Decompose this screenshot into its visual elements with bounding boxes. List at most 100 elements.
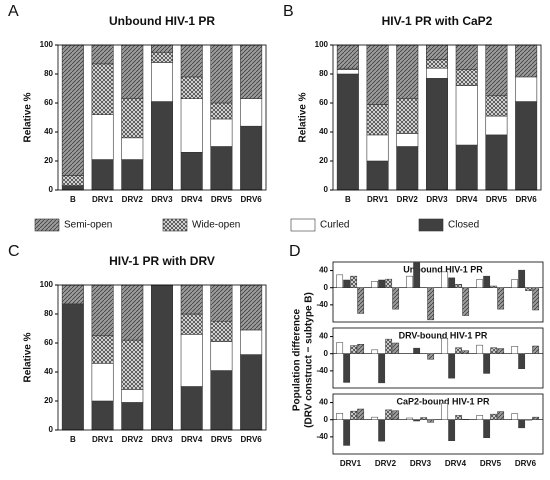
legend-label: Wide-open: [192, 220, 240, 231]
y-tick-label: 100: [40, 280, 54, 289]
plot-frame: [332, 44, 542, 191]
plot-frame: [332, 261, 544, 323]
bar-segment: [151, 51, 173, 63]
bar-segment: [180, 313, 203, 335]
x-tick-label: B: [70, 195, 76, 204]
y-tick-label: 100: [40, 40, 54, 49]
x-tick-label: DRV2: [397, 195, 419, 204]
bar-segment: [240, 329, 263, 355]
bar: [441, 338, 449, 354]
y-tick-label: 0: [324, 185, 329, 194]
bar-segment: [426, 59, 448, 69]
bar: [497, 411, 505, 420]
y-tick-label: 40: [319, 332, 328, 341]
bar-segment: [336, 69, 359, 75]
bar: [392, 342, 400, 354]
bar-segment: [366, 160, 389, 191]
bar-segment: [180, 76, 203, 99]
bar-segment: [151, 44, 173, 53]
bar: [413, 347, 421, 354]
bar: [385, 338, 393, 354]
y-axis-label: Relative %: [298, 92, 309, 142]
bar-segment: [91, 44, 114, 65]
bar: [448, 419, 456, 441]
bar: [483, 275, 491, 288]
bar-segment: [366, 134, 389, 162]
bar-segment: [515, 76, 538, 102]
subplot-title: DRV-bound HIV-1 PR: [399, 330, 488, 340]
bar: [455, 284, 463, 288]
x-tick-label: DRV1: [92, 195, 114, 204]
bar: [476, 279, 484, 288]
bar: [385, 409, 393, 420]
bar-segment: [210, 118, 233, 147]
bar-segment: [61, 284, 84, 305]
bar-segment: [396, 44, 419, 99]
x-tick-label: DRV4: [181, 435, 203, 444]
y-tick-label: 80: [44, 309, 53, 318]
bar: [350, 275, 358, 288]
plot-frame: [332, 393, 544, 455]
panel-letter: B: [283, 3, 294, 20]
bar: [420, 417, 428, 420]
bar-segment: [240, 284, 263, 331]
bar-segment: [121, 339, 144, 390]
y-tick-label: -40: [316, 432, 328, 441]
bar-segment: [455, 144, 478, 191]
bar-segment: [121, 284, 144, 341]
subplot-title: Unbound HIV-1 PR: [403, 264, 483, 274]
bar: [336, 342, 344, 354]
x-tick-label: DRV6: [515, 459, 537, 468]
bar: [336, 413, 344, 420]
x-tick-label: DRV1: [340, 459, 362, 468]
bar: [371, 281, 379, 288]
bar-segment: [336, 44, 359, 69]
bar: [462, 287, 470, 316]
bar: [343, 353, 351, 383]
y-tick-label: -40: [316, 366, 328, 375]
bar-segment: [240, 44, 263, 99]
x-tick-label: DRV3: [426, 195, 448, 204]
bar: [455, 347, 463, 354]
bar: [518, 269, 526, 288]
bar: [357, 344, 365, 354]
x-tick-label: DRV5: [486, 195, 508, 204]
bar: [483, 419, 491, 438]
bar-segment: [91, 400, 114, 431]
bar-segment: [240, 354, 263, 431]
x-tick-label: DRV3: [151, 195, 173, 204]
bar-segment: [91, 114, 114, 160]
bar: [448, 353, 456, 379]
bar: [497, 348, 505, 354]
bar: [490, 413, 498, 420]
y-tick-label: 40: [319, 127, 328, 136]
bar-segment: [61, 185, 84, 191]
bar: [392, 410, 400, 420]
bar-segment: [396, 133, 419, 147]
plot-frame: [57, 44, 267, 191]
y-tick-label: 20: [44, 396, 53, 405]
bar-segment: [485, 134, 508, 191]
x-tick-label: DRV3: [410, 459, 432, 468]
x-tick-label: DRV6: [241, 435, 263, 444]
bar: [392, 287, 400, 310]
y-tick-label: 60: [319, 98, 328, 107]
y-tick-label: 100: [315, 40, 329, 49]
bar-segment: [91, 284, 114, 337]
bar: [525, 287, 533, 291]
y-tick-label: 60: [44, 338, 53, 347]
bar: [406, 275, 414, 288]
bar-segment: [210, 320, 233, 342]
x-tick-label: DRV5: [211, 195, 233, 204]
bar-segment: [210, 146, 233, 191]
bar-segment: [210, 102, 233, 120]
bar: [532, 345, 540, 354]
bar: [448, 277, 456, 288]
x-tick-label: DRV5: [211, 435, 233, 444]
bar-segment: [121, 44, 144, 99]
x-tick-label: DRV6: [241, 195, 263, 204]
subplot-title: CaP2-bound HIV-1 PR: [396, 396, 490, 406]
bar-segment: [61, 303, 84, 431]
bar-segment: [121, 159, 144, 191]
bar-segment: [336, 73, 359, 191]
